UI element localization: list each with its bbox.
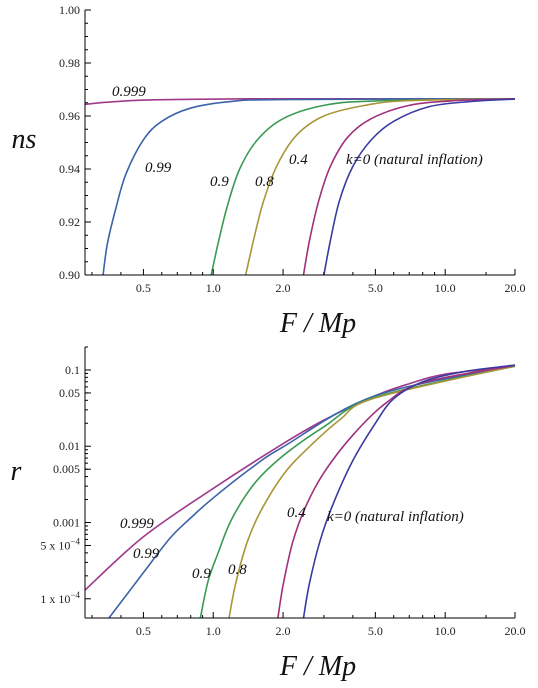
ns-y-tick-label: 0.96 xyxy=(59,109,80,123)
ns-y-tick-label: 0.98 xyxy=(59,56,80,70)
ns-curve-label-0-9: 0.9 xyxy=(210,174,229,190)
r-x-tick-label: 20.0 xyxy=(505,624,526,638)
r-series-0-999 xyxy=(84,365,516,591)
ns-chart: 0.5 1.0 2.0 5.0 10.0 20.0 0.90 0.92 0.94 0.96 0.9… xyxy=(12,3,526,339)
ns-series-0-99 xyxy=(102,97,516,276)
ns-x-tick-label: 1.0 xyxy=(206,281,221,295)
ns-x-tick-label: 0.5 xyxy=(136,281,151,295)
r-series-0-4 xyxy=(277,364,516,619)
ns-chart-xlabel: F / Mp xyxy=(279,308,356,339)
r-chart-ylabel: r xyxy=(11,456,22,487)
ns-x-tick-label: 10.0 xyxy=(435,281,456,295)
r-curve-label-0-99: 0.99 xyxy=(133,546,160,562)
r-curve-label-0-8: 0.8 xyxy=(228,562,247,578)
ns-curve-label-k-0-natural-inflation: k=0 (natural inflation) xyxy=(346,152,483,168)
r-y-tick-label: 0.001 xyxy=(53,516,80,530)
r-chart: 0.5 1.0 2.0 5.0 10.0 20.0 0.1 0.05 0.01 0.005 0.0… xyxy=(11,346,526,682)
ns-chart-ylabel: ns xyxy=(12,124,37,155)
r-y-tick-label: 5 x 10−4 xyxy=(40,536,80,552)
ns-curve-label-0-4: 0.4 xyxy=(289,152,308,168)
ns-y-tick-label: 0.94 xyxy=(59,162,80,176)
r-x-tick-label: 1.0 xyxy=(206,624,221,638)
ns-x-tick-label: 2.0 xyxy=(276,281,291,295)
ns-curve-label-0-999: 0.999 xyxy=(112,84,146,100)
ns-curve-label-0-8: 0.8 xyxy=(255,174,274,190)
ns-series-0-8 xyxy=(244,97,516,276)
ns-curve-label-0-99: 0.99 xyxy=(145,160,172,176)
r-curve-label-k-0-natural-inflation: k=0 (natural inflation) xyxy=(327,509,464,525)
r-x-tick-label: 5.0 xyxy=(368,624,383,638)
r-series-0-99 xyxy=(108,365,516,619)
ns-x-tick-label: 5.0 xyxy=(368,281,383,295)
r-y-tick-label: 0.1 xyxy=(65,363,80,377)
ns-series-0-9 xyxy=(210,97,516,276)
ns-x-tick-label: 20.0 xyxy=(505,281,526,295)
r-curve-label-0-4: 0.4 xyxy=(287,505,306,521)
r-y-tick-label: 0.01 xyxy=(59,439,80,453)
r-y-tick-label: 1 x 10−4 xyxy=(40,590,80,606)
r-curve-label-0-9: 0.9 xyxy=(192,566,211,582)
r-x-tick-label: 2.0 xyxy=(276,624,291,638)
ns-series-0-4 xyxy=(302,97,516,276)
r-series-0-8 xyxy=(228,365,516,619)
r-curve-label-0-999: 0.999 xyxy=(120,516,154,532)
r-x-tick-label: 10.0 xyxy=(435,624,456,638)
ns-y-tick-label: 1.00 xyxy=(59,3,80,17)
r-x-tick-label: 0.5 xyxy=(136,624,151,638)
r-series-k-0-natural-inflation xyxy=(302,364,516,619)
ns-y-tick-label: 0.90 xyxy=(59,268,80,282)
ns-series-k-0-natural-inflation xyxy=(323,98,516,276)
ns-y-tick-label: 0.92 xyxy=(59,215,80,229)
r-y-tick-label: 0.05 xyxy=(59,386,80,400)
r-y-tick-label: 0.005 xyxy=(53,462,80,476)
r-chart-xlabel: F / Mp xyxy=(279,651,356,682)
